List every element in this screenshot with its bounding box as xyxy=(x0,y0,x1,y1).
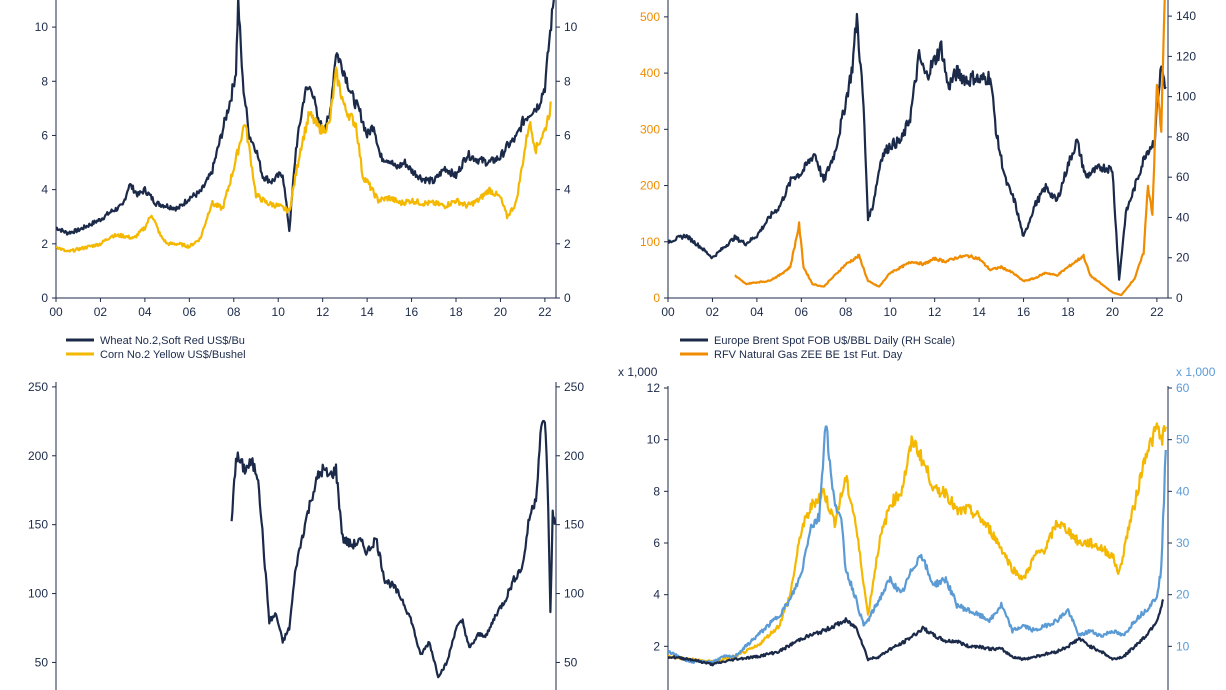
index-chart: 50 100 150 200 250 50 100 150 200 250 xyxy=(28,380,584,690)
x-tick-label: 06 xyxy=(795,305,809,319)
y-right-tick-label: 250 xyxy=(564,380,584,394)
y-right-tick-label: 30 xyxy=(1176,536,1190,550)
x-tick-label: 12 xyxy=(928,305,942,319)
y-left-tick-label: 8 xyxy=(41,74,48,88)
x-tick-label: 22 xyxy=(538,305,552,319)
y-left-tick-label: 50 xyxy=(35,655,49,669)
y-left-tick-label: 10 xyxy=(647,433,661,447)
legend-label-wheat: Wheat No.2,Soft Red US$/Bu xyxy=(100,335,245,347)
y-right-tick-label: 200 xyxy=(564,449,584,463)
y-right-tick-label: 140 xyxy=(1176,9,1196,23)
y-left-tick-label: 2 xyxy=(653,639,660,653)
series-line-0 xyxy=(668,422,1167,664)
series-line-0 xyxy=(230,419,556,679)
legend-label-natgas: RFV Natural Gas ZEE BE 1st Fut. Day xyxy=(714,349,903,361)
y-left-tick-label: 0 xyxy=(653,291,660,305)
y-right-tick-label: 50 xyxy=(564,655,578,669)
series-line-0 xyxy=(668,12,1167,281)
series-line-1 xyxy=(56,66,553,253)
x-tick-label: 16 xyxy=(405,305,419,319)
y-right-tick-label: 20 xyxy=(1176,251,1190,265)
x-tick-label: 06 xyxy=(183,305,197,319)
y-right-tick-label: 100 xyxy=(1176,90,1196,104)
x-tick-label: 10 xyxy=(272,305,286,319)
y-right-tick-label: 0 xyxy=(564,291,571,305)
x-tick-label: 18 xyxy=(1061,305,1075,319)
x-tick-label: 08 xyxy=(839,305,853,319)
y-left-tick-label: 100 xyxy=(28,587,48,601)
y-right-tick-label: 10 xyxy=(1176,639,1190,653)
left-unit-label: x 1,000 xyxy=(618,365,658,379)
legend-label-corn: Corn No.2 Yellow US$/Bushel xyxy=(100,349,246,361)
y-left-tick-label: 200 xyxy=(640,179,660,193)
x-tick-label: 16 xyxy=(1017,305,1031,319)
y-right-tick-label: 50 xyxy=(1176,433,1190,447)
y-left-tick-label: 2 xyxy=(41,237,48,251)
series-line-1 xyxy=(668,425,1167,664)
y-left-tick-label: 4 xyxy=(653,588,660,602)
y-right-tick-label: 40 xyxy=(1176,484,1190,498)
series-line-1 xyxy=(734,0,1166,297)
brent-natgas-chart: 0 100 200 300 400 500 0 20 40 60 80 100 120 140 00 02 04… xyxy=(640,0,1196,319)
prices-x1000-chart: 2 4 6 8 10 12 10 20 30 40 50 60 xyxy=(647,381,1190,690)
y-right-tick-label: 0 xyxy=(1176,291,1183,305)
x-tick-label: 00 xyxy=(661,305,675,319)
y-left-tick-label: 500 xyxy=(640,10,660,24)
y-left-tick-label: 300 xyxy=(640,122,660,136)
y-left-tick-label: 150 xyxy=(28,518,48,532)
legend-top-left: Wheat No.2,Soft Red US$/Bu Corn No.2 Yel… xyxy=(66,335,246,361)
y-left-tick-label: 100 xyxy=(640,235,660,249)
x-tick-label: 12 xyxy=(316,305,330,319)
y-left-tick-label: 12 xyxy=(647,381,661,395)
x-tick-label: 18 xyxy=(449,305,463,319)
legend-label-brent: Europe Brent Spot FOB U$/BBL Daily (RH S… xyxy=(714,335,955,347)
y-left-tick-label: 6 xyxy=(653,536,660,550)
y-left-tick-label: 4 xyxy=(41,183,48,197)
y-right-tick-label: 8 xyxy=(564,74,571,88)
y-left-tick-label: 6 xyxy=(41,128,48,142)
y-left-tick-label: 10 xyxy=(35,20,49,34)
y-right-tick-label: 60 xyxy=(1176,381,1190,395)
y-right-tick-label: 100 xyxy=(564,587,584,601)
y-right-tick-label: 150 xyxy=(564,518,584,532)
y-left-tick-label: 400 xyxy=(640,66,660,80)
y-left-tick-label: 200 xyxy=(28,449,48,463)
x-tick-label: 14 xyxy=(972,305,986,319)
y-left-tick-label: 0 xyxy=(41,291,48,305)
y-right-tick-label: 6 xyxy=(564,128,571,142)
x-tick-label: 04 xyxy=(138,305,152,319)
y-left-tick-label: 250 xyxy=(28,380,48,394)
y-left-tick-label: 8 xyxy=(653,484,660,498)
x-tick-label: 10 xyxy=(884,305,898,319)
y-right-tick-label: 2 xyxy=(564,237,571,251)
x-tick-label: 14 xyxy=(360,305,374,319)
x-tick-label: 04 xyxy=(750,305,764,319)
y-right-tick-label: 10 xyxy=(564,20,578,34)
y-right-tick-label: 60 xyxy=(1176,170,1190,184)
x-tick-label: 02 xyxy=(706,305,720,319)
y-right-tick-label: 20 xyxy=(1176,588,1190,602)
y-right-tick-label: 120 xyxy=(1176,49,1196,63)
series-line-0 xyxy=(56,0,555,236)
x-tick-label: 22 xyxy=(1150,305,1164,319)
series-line-2 xyxy=(668,598,1165,667)
x-tick-label: 20 xyxy=(1106,305,1120,319)
x-tick-label: 02 xyxy=(94,305,108,319)
y-right-tick-label: 80 xyxy=(1176,130,1190,144)
legend-top-right: Europe Brent Spot FOB U$/BBL Daily (RH S… xyxy=(680,335,955,361)
x-tick-label: 08 xyxy=(227,305,241,319)
y-right-tick-label: 40 xyxy=(1176,210,1190,224)
y-right-tick-label: 4 xyxy=(564,183,571,197)
right-unit-label: x 1,000 xyxy=(1176,365,1216,379)
x-tick-label: 20 xyxy=(494,305,508,319)
x-tick-label: 00 xyxy=(49,305,63,319)
